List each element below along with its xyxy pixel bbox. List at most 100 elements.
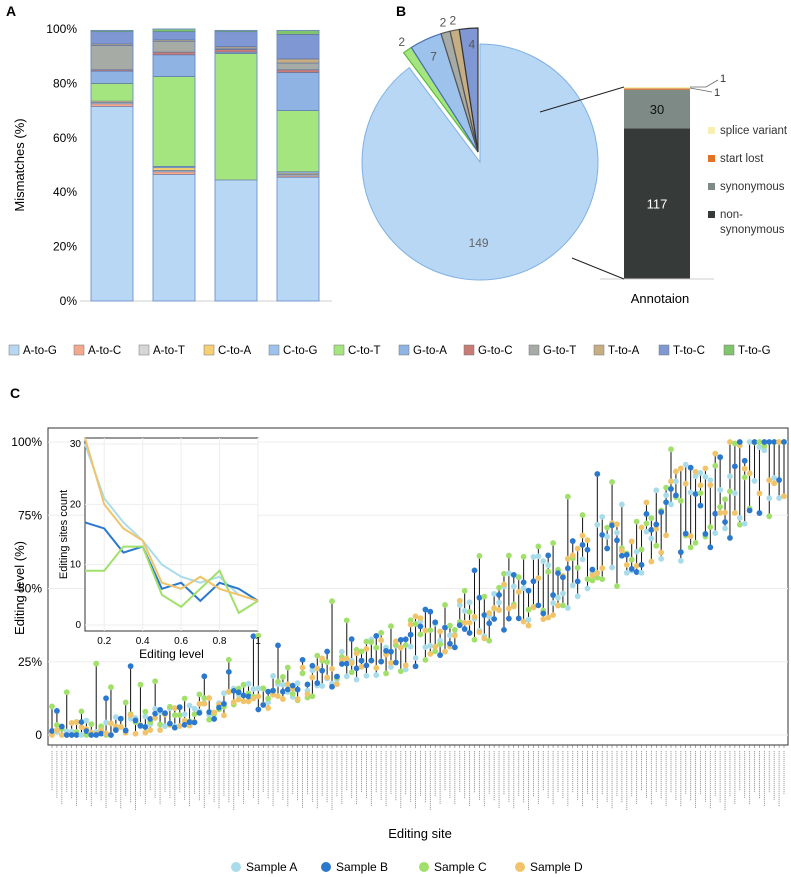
site-point [599, 513, 606, 520]
site-point [250, 695, 257, 702]
site-point [589, 566, 596, 573]
site-point [137, 722, 144, 729]
site-point [731, 463, 738, 470]
site-point [663, 492, 669, 499]
annotation-legend-swatch [708, 155, 715, 162]
site-point [132, 717, 139, 724]
annotation-legend-label: start lost [720, 153, 764, 165]
site-point [407, 631, 414, 638]
site-point [78, 724, 85, 731]
site-point [309, 674, 316, 681]
site-point [319, 655, 326, 662]
site-point [304, 681, 311, 688]
site-point [604, 533, 611, 540]
annotation-segment [624, 89, 690, 129]
annotation-legend-label: synonymous [720, 224, 785, 236]
site-point [338, 648, 345, 655]
site-point [152, 715, 159, 721]
site-point [348, 669, 355, 676]
site-point [736, 515, 743, 521]
site-point [771, 480, 778, 487]
site-point [402, 642, 409, 648]
panel-a-legend: A-to-G A-to-C A-to-T C-to-A C-to-G C-to-T G-to… [8, 344, 771, 357]
site-point [171, 712, 178, 719]
legend-label: T-to-G [738, 345, 771, 357]
site-point [348, 636, 355, 643]
site-point [363, 646, 370, 652]
site-point [270, 687, 276, 694]
pie-connector-line [539, 86, 625, 113]
site-point [407, 621, 414, 628]
site-point [746, 470, 753, 477]
site-point [756, 444, 763, 451]
site-point [781, 439, 787, 445]
site-point [776, 439, 782, 445]
site-point [525, 622, 532, 629]
site-point [397, 644, 404, 651]
site-point [343, 655, 350, 662]
site-point [756, 490, 763, 497]
site-point [265, 695, 272, 702]
annotation-legend-swatch [708, 183, 715, 190]
site-point [83, 732, 90, 738]
site-point [687, 544, 694, 551]
site-point [108, 684, 114, 691]
site-point [643, 511, 650, 517]
site-point [461, 619, 468, 626]
site-point [221, 712, 227, 719]
site-point [505, 570, 512, 577]
site-point [152, 705, 159, 712]
site-point [73, 732, 80, 738]
site-point [555, 570, 561, 577]
site-point [658, 549, 665, 556]
site-point [643, 520, 650, 527]
panel-c-ytick-label: 25% [18, 655, 42, 669]
site-point [584, 576, 591, 583]
site-point [456, 602, 463, 608]
inset-xtick-label: 0.8 [213, 636, 227, 647]
site-point [594, 521, 601, 528]
site-point [245, 698, 252, 705]
site-point [727, 488, 733, 495]
site-point [334, 673, 340, 680]
site-point [609, 522, 615, 529]
site-point [103, 719, 109, 726]
site-point [697, 490, 704, 497]
site-point [687, 533, 694, 540]
bar-segment-a-to-g [90, 106, 134, 302]
site-point [432, 643, 439, 650]
legend-label: T-to-A [608, 345, 640, 357]
site-point [88, 732, 95, 738]
site-point [736, 439, 743, 445]
site-point [707, 524, 714, 530]
pie-slice-label: 2 [440, 16, 447, 30]
site-point [373, 633, 380, 639]
site-point [378, 658, 385, 665]
site-point [776, 495, 782, 501]
site-point [201, 673, 208, 680]
site-point [93, 660, 100, 667]
site-point [653, 521, 660, 528]
site-point [722, 525, 728, 532]
site-point [314, 652, 321, 659]
bar-outline [214, 29, 258, 302]
inset-ytick-label: 20 [70, 499, 82, 510]
site-point [171, 724, 178, 731]
site-point [122, 699, 129, 706]
site-point [442, 648, 448, 655]
site-point [225, 668, 232, 675]
site-point [746, 439, 753, 445]
site-point [196, 701, 203, 707]
site-point [279, 696, 286, 702]
legend-swatch [138, 344, 150, 356]
legend-marker [321, 862, 331, 872]
annotation-segment [624, 88, 690, 90]
site-point [496, 592, 502, 598]
site-point [491, 590, 498, 597]
site-point [535, 553, 542, 560]
site-point [221, 690, 227, 697]
site-point [638, 561, 645, 568]
site-point [206, 716, 213, 723]
panel-a-ytick-label: 40% [53, 185, 77, 199]
site-point [289, 690, 296, 697]
